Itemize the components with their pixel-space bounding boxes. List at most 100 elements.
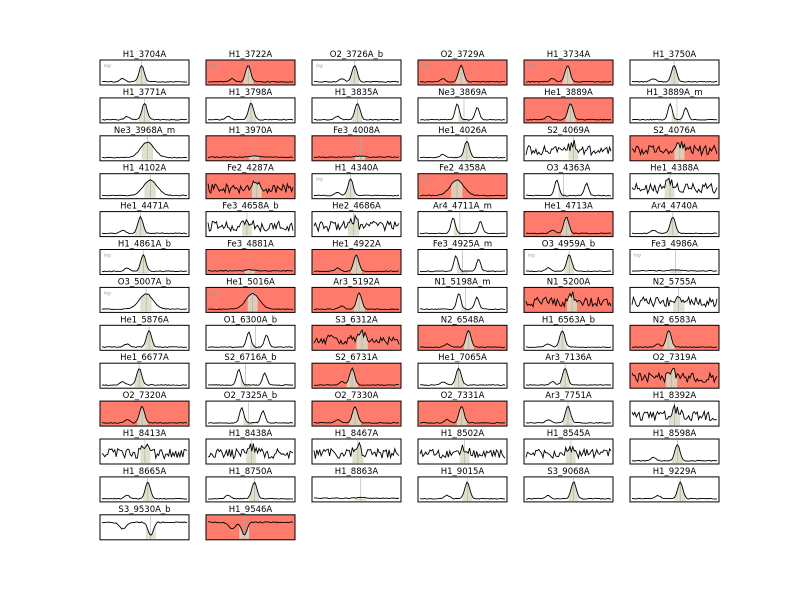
spectrum-line xyxy=(419,405,506,424)
fit-region xyxy=(250,336,261,350)
fit-region xyxy=(463,330,474,350)
panel-title: He1_4388A xyxy=(650,164,699,174)
panel-frame xyxy=(417,211,508,238)
panel-title: N1_5200A xyxy=(547,277,591,287)
panel-title: O3_4363A xyxy=(547,164,591,174)
spectrum-line xyxy=(631,102,718,121)
line-panel: Ne3_3869A xyxy=(417,88,508,124)
spectrum-line xyxy=(207,102,294,121)
panel-title: S2_6731A xyxy=(335,353,378,363)
panel-title: H1_8750A xyxy=(229,467,273,477)
panel-title: O2_7330A xyxy=(335,391,379,401)
log-label: log xyxy=(422,63,429,69)
panel-title: H1_8392A xyxy=(653,391,697,401)
fit-region xyxy=(239,524,250,539)
panel-title: Fe3_4881A xyxy=(227,240,274,250)
spectrum-line xyxy=(313,328,400,346)
spectrum-line xyxy=(419,179,506,197)
spectrum-line xyxy=(419,217,506,235)
spectrum-line xyxy=(419,255,506,273)
spectrum-line xyxy=(313,213,400,233)
spectrum-line xyxy=(631,141,718,157)
spectrum-line xyxy=(313,254,399,273)
fit-region xyxy=(145,524,156,539)
line-panel: H1_8392A xyxy=(629,391,720,427)
spectrum-line xyxy=(526,481,612,500)
line-panel: He1_7065A xyxy=(417,353,508,389)
log-label: log xyxy=(316,63,323,69)
fit-region xyxy=(140,444,151,463)
line-panel: H1_9229A xyxy=(629,467,720,503)
line-panel: He1_3889A xyxy=(523,88,614,124)
line-panel: H1_8665A xyxy=(99,467,190,503)
spectrum-line xyxy=(525,179,612,197)
panel-title: He1_6677A xyxy=(120,353,169,363)
spectrum-line xyxy=(313,496,400,500)
line-panel: O2_7319A xyxy=(629,353,720,389)
panel-title: Fe3_4986A xyxy=(651,240,698,250)
line-panel: S3_9068A xyxy=(523,467,614,503)
panel-title: H1_8598A xyxy=(653,429,697,439)
spectrum-line xyxy=(631,367,718,384)
spectrum-line xyxy=(101,141,188,159)
panel-title: H1_8665A xyxy=(123,467,167,477)
spectrum-line xyxy=(102,405,188,424)
spectrum-line xyxy=(525,330,612,348)
line-panel: N2_5755A xyxy=(629,277,720,313)
line-panel: H1_8467A xyxy=(311,429,402,465)
panel-title: H1_4340A xyxy=(335,164,379,174)
fit-region xyxy=(243,412,254,426)
log-label: log xyxy=(528,63,535,69)
spectrum-line xyxy=(101,215,188,235)
line-panel: H1_8863A xyxy=(311,467,402,503)
spectrum-line xyxy=(101,481,188,500)
line-panel: H1_3835A xyxy=(311,88,402,124)
fit-region xyxy=(456,257,469,274)
line-panel: Ne3_3968A_m xyxy=(99,126,190,162)
panel-title: H1_6563A_b xyxy=(542,315,595,325)
line-panel: Fe3_4658A_b xyxy=(205,202,296,238)
panel-title: O2_3729A xyxy=(441,50,485,60)
spectrum-line xyxy=(419,64,506,83)
spectrum-line xyxy=(631,269,718,272)
panels-group: H1_3704AlogH1_3722AlogO2_3726A_blogO2_37… xyxy=(99,50,720,541)
spectrum-line xyxy=(419,444,506,459)
panel-frame xyxy=(205,514,296,541)
panel-frame xyxy=(417,362,508,389)
panel-title: He1_4471A xyxy=(120,202,169,212)
line-panel: He2_4686A xyxy=(311,202,402,238)
panel-title: N2_6583A xyxy=(653,315,697,325)
spectrum-line xyxy=(631,329,718,349)
spectrum-line xyxy=(102,64,188,83)
spectrum-line xyxy=(208,521,294,536)
spectrum-line xyxy=(207,180,294,195)
spectrum-line xyxy=(102,179,188,197)
line-panel: Ar3_7136A xyxy=(523,353,614,389)
spectrum-line xyxy=(313,178,400,197)
panel-title: Fe2_4358A xyxy=(439,164,486,174)
spectrum-line xyxy=(419,329,506,348)
log-label: log xyxy=(316,177,323,183)
line-panel: S3_6312A xyxy=(311,315,402,351)
panel-title: N2_5755A xyxy=(653,277,697,287)
panel-title: H1_3750A xyxy=(653,50,697,60)
spectrum-line xyxy=(207,368,294,386)
panel-title: H1_3704A xyxy=(123,50,167,60)
line-panel: Fe2_4287A xyxy=(205,164,296,200)
line-panel: He1_5876A xyxy=(99,315,190,351)
line-panel: Fe3_4881A xyxy=(205,240,296,275)
spectrum-line xyxy=(101,329,188,348)
panel-title: H1_9015A xyxy=(441,467,485,477)
fit-region xyxy=(458,105,470,122)
line-panel: N1_5200A xyxy=(523,277,614,313)
panel-frame xyxy=(523,173,614,200)
spectrum-line xyxy=(313,367,399,386)
line-panel: H1_8598A xyxy=(629,429,720,465)
panel-title: H1_8502A xyxy=(441,429,485,439)
spectrum-line xyxy=(525,406,612,424)
panel-title: He2_4686A xyxy=(332,202,381,212)
